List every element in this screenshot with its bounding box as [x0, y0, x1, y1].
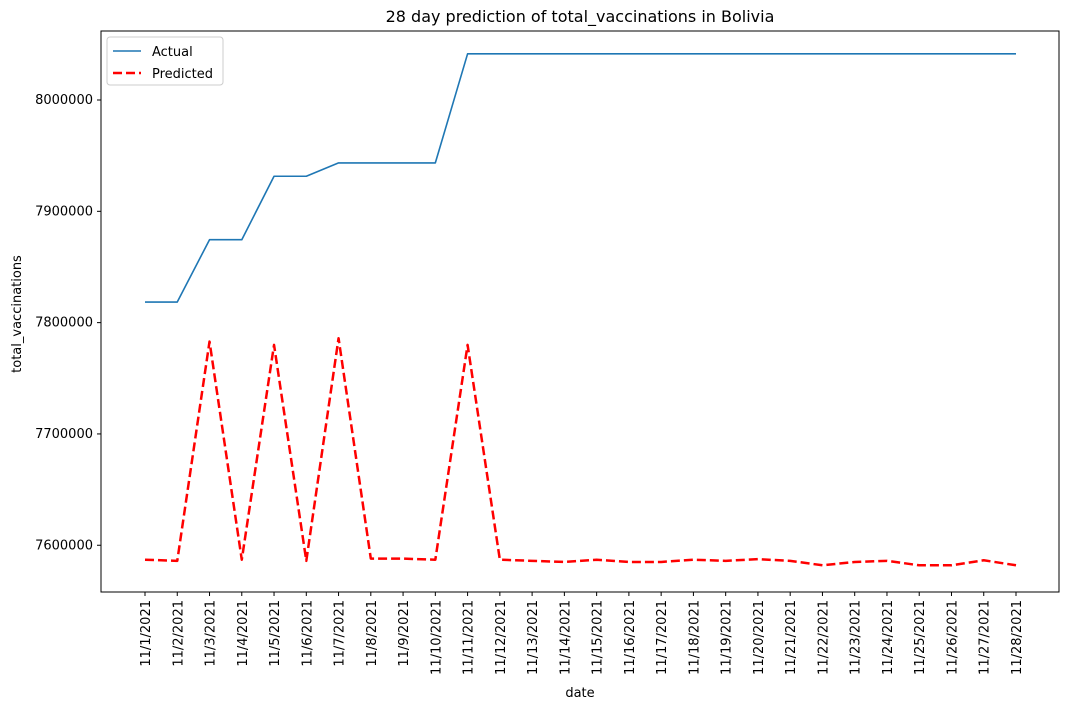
x-tick-label: 11/15/2021	[591, 600, 606, 675]
x-tick-label: 11/8/2021	[365, 600, 380, 667]
plot-frame	[100, 30, 1060, 593]
series-line-actual	[145, 53, 1016, 303]
legend-box	[106, 36, 224, 86]
x-tick-label: 11/21/2021	[784, 600, 799, 675]
x-tick-label: 11/17/2021	[655, 600, 670, 675]
x-tick-label: 11/27/2021	[978, 600, 993, 675]
x-tick-label: 11/23/2021	[849, 600, 864, 675]
y-tick-label: 7700000	[35, 427, 93, 442]
chart-title: 28 day prediction of total_vaccinations …	[386, 7, 775, 27]
x-tick-label: 11/2/2021	[171, 600, 186, 667]
x-tick-label: 11/12/2021	[494, 600, 509, 675]
x-tick-label: 11/10/2021	[429, 600, 444, 675]
legend-label-predicted: Predicted	[152, 67, 213, 82]
x-tick-label: 11/3/2021	[204, 600, 219, 667]
x-tick-label: 11/20/2021	[752, 600, 767, 675]
y-axis-label: total_vaccinations	[10, 255, 25, 373]
x-tick-label: 11/16/2021	[623, 600, 638, 675]
y-tick-label: 7800000	[35, 316, 93, 331]
x-tick-label: 11/13/2021	[526, 600, 541, 675]
x-tick-label: 11/25/2021	[913, 600, 928, 675]
series-line-predicted	[144, 336, 1017, 567]
legend: Actual Predicted	[106, 36, 224, 86]
x-tick-label: 11/4/2021	[236, 600, 251, 667]
x-tick-label: 11/24/2021	[881, 600, 896, 675]
x-tick-label: 11/19/2021	[720, 600, 735, 675]
x-tick-label: 11/22/2021	[816, 600, 831, 675]
legend-label-actual: Actual	[152, 45, 193, 60]
x-tick-label: 11/28/2021	[1010, 600, 1025, 675]
x-tick-label: 11/5/2021	[268, 600, 283, 667]
x-tick-label: 11/9/2021	[397, 600, 412, 667]
x-axis-label: date	[565, 686, 594, 701]
x-tick-label: 11/6/2021	[300, 600, 315, 667]
x-tick-label: 11/11/2021	[462, 600, 477, 675]
x-tick-label: 11/1/2021	[139, 600, 154, 667]
y-tick-label: 7600000	[35, 538, 93, 553]
plot-area: 7600000 7700000 7800000 7900000 8000000 11/1/…	[35, 30, 1060, 675]
y-tick-label: 7900000	[35, 204, 93, 219]
x-tick-label: 11/26/2021	[945, 600, 960, 675]
x-tick-label: 11/18/2021	[687, 600, 702, 675]
y-tick-label: 8000000	[35, 93, 93, 108]
x-tick-label: 11/14/2021	[558, 600, 573, 675]
x-tick-label: 11/7/2021	[333, 600, 348, 667]
